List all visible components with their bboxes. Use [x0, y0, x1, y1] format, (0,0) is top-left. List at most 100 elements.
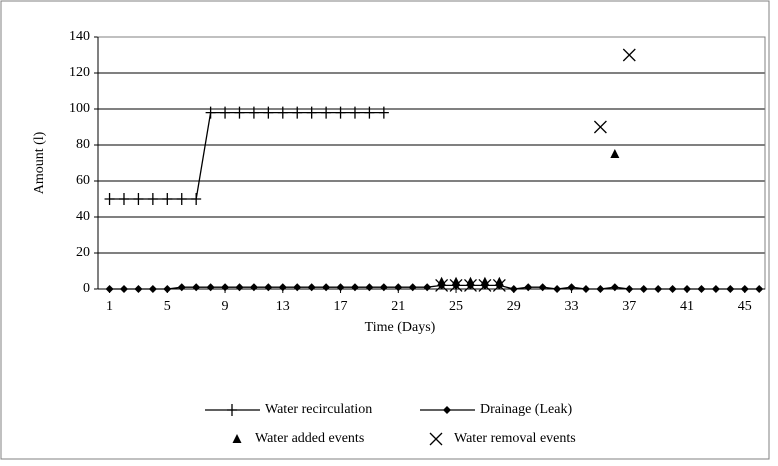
diamond-marker: [264, 283, 273, 292]
diamond-marker: [654, 285, 663, 293]
x-marker: [478, 278, 492, 292]
y-tick-label: 100: [69, 101, 90, 116]
diamond-marker: [726, 285, 735, 293]
plus-marker: [234, 106, 245, 119]
triangle-marker: [232, 434, 242, 443]
plus-marker: [220, 106, 231, 119]
x-tick-label: 41: [680, 299, 694, 314]
plus-marker: [263, 106, 274, 119]
x-marker: [492, 278, 506, 292]
y-tick-label: 0: [83, 281, 90, 296]
diamond-marker: [610, 283, 619, 292]
diamond-marker: [509, 285, 518, 293]
chart-frame: [0, 0, 770, 460]
plus-marker: [227, 404, 237, 416]
diamond-marker: [177, 283, 186, 292]
x-tick-label: 33: [565, 299, 579, 314]
diamond-marker: [206, 283, 215, 292]
x-marker: [593, 120, 607, 134]
series-line: [109, 284, 760, 290]
plus-marker: [292, 106, 303, 119]
plus-marker: [364, 106, 375, 119]
y-tick-label: 140: [69, 29, 90, 44]
x-tick-label: 13: [276, 299, 290, 314]
diamond-marker: [639, 285, 648, 293]
diamond-marker: [105, 285, 114, 293]
legend-label: Water removal events: [454, 431, 576, 446]
x-axis-title: Time (Days): [365, 320, 436, 335]
series-line: [109, 111, 384, 200]
plus-marker: [162, 193, 173, 205]
diamond-marker: [683, 285, 692, 293]
diamond-marker: [567, 283, 576, 292]
triangle-marker: [494, 276, 504, 286]
diamond-marker: [596, 285, 605, 293]
triangle-marker: [465, 276, 475, 286]
diamond-marker: [163, 285, 172, 293]
diamond-marker: [379, 283, 388, 292]
legend-label: Water recirculation: [265, 402, 372, 417]
plus-marker: [191, 193, 202, 205]
x-tick-label: 5: [164, 299, 171, 314]
diamond-marker: [134, 285, 143, 293]
x-marker: [622, 48, 636, 62]
x-tick-label: 1: [106, 299, 113, 314]
plus-marker: [104, 193, 115, 205]
plus-marker: [147, 193, 158, 205]
plus-marker: [248, 106, 259, 119]
diamond-marker: [322, 283, 331, 292]
x-tick-label: 17: [334, 299, 348, 314]
x-marker: [429, 432, 443, 446]
diamond-marker: [755, 285, 764, 293]
diamond-marker: [249, 283, 258, 292]
plus-marker: [205, 106, 216, 119]
legend-label: Water added events: [255, 431, 364, 446]
plus-marker: [349, 106, 360, 119]
diamond-marker: [119, 285, 128, 293]
x-marker: [464, 278, 477, 292]
y-axis-title: Amount (l): [32, 131, 47, 194]
diamond-marker: [336, 283, 345, 292]
x-tick-label: 45: [738, 299, 752, 314]
diamond-marker: [581, 285, 590, 293]
x-tick-label: 25: [449, 299, 463, 314]
y-tick-label: 120: [69, 65, 90, 80]
x-tick-label: 29: [507, 299, 521, 314]
diamond-marker: [394, 283, 403, 292]
diamond-marker: [538, 283, 547, 292]
diamond-marker: [148, 285, 157, 293]
y-tick-label: 20: [76, 245, 90, 260]
diamond-marker: [711, 285, 720, 293]
diamond-marker: [697, 285, 706, 293]
triangle-marker: [437, 276, 447, 286]
diamond-marker: [192, 283, 201, 292]
x-tick-label: 9: [222, 299, 229, 314]
plus-marker: [335, 106, 346, 119]
diamond-marker: [365, 283, 374, 292]
y-tick-label: 40: [76, 209, 90, 224]
triangle-marker: [610, 149, 620, 158]
diamond-marker: [740, 285, 749, 293]
diamond-marker: [423, 283, 432, 292]
y-tick-label: 80: [76, 137, 90, 152]
plot-area: [97, 36, 766, 290]
y-tick-label: 60: [76, 173, 90, 188]
plus-marker: [277, 106, 288, 119]
x-tick-label: 37: [622, 299, 636, 314]
diamond-marker: [235, 283, 244, 292]
plus-marker: [306, 106, 317, 119]
diamond-marker: [625, 285, 634, 293]
diamond-marker: [278, 283, 287, 292]
plus-marker: [378, 106, 389, 119]
plus-marker: [321, 106, 332, 119]
triangle-marker: [451, 276, 461, 286]
plus-marker: [118, 193, 129, 205]
diamond-marker: [443, 406, 451, 414]
diamond-marker: [408, 283, 417, 292]
diamond-marker: [524, 283, 533, 292]
diamond-marker: [350, 283, 359, 292]
diamond-marker: [293, 283, 302, 292]
diamond-marker: [221, 283, 230, 292]
legend-label: Drainage (Leak): [480, 402, 572, 417]
